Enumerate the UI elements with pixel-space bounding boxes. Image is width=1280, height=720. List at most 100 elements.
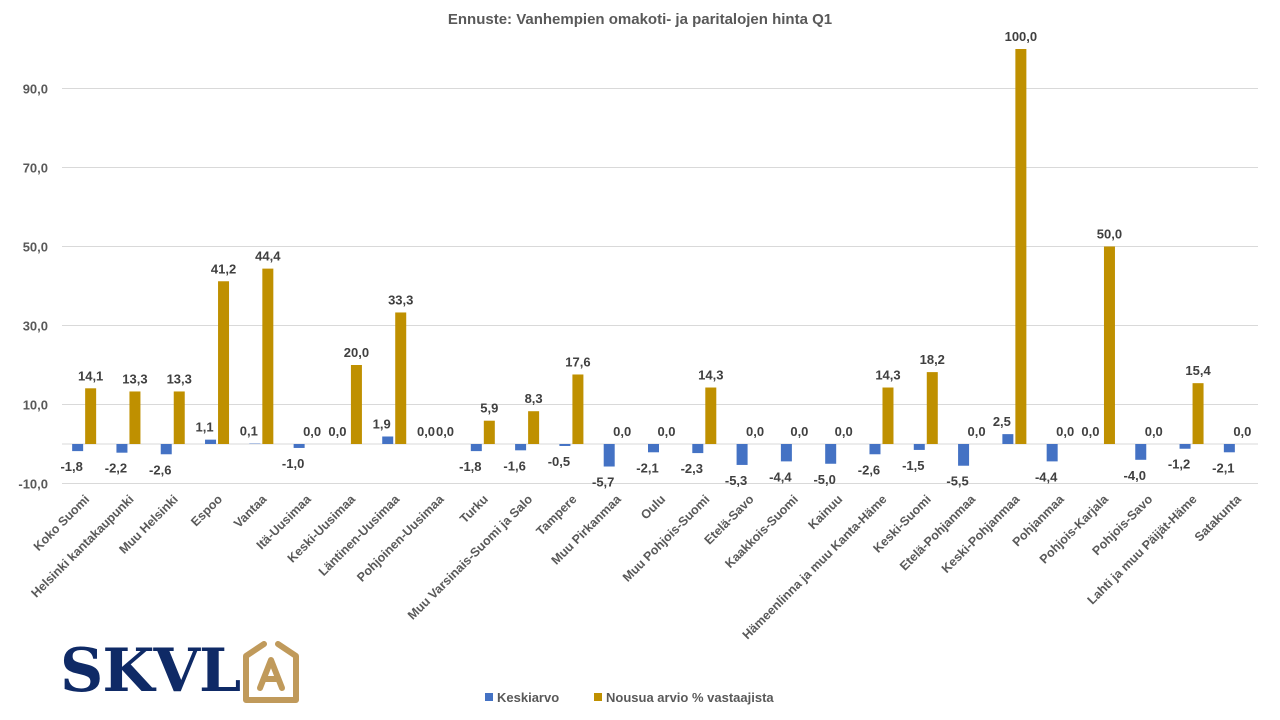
bars (72, 49, 1235, 467)
data-label-nousua: 50,0 (1097, 227, 1122, 242)
bar-keskiarvo (692, 444, 704, 454)
data-label-keskiarvo: -0,5 (548, 454, 570, 469)
data-label-nousua: 0,0 (436, 424, 454, 439)
y-tick-label: 30,0 (23, 319, 48, 334)
legend-swatch-keskiarvo (485, 693, 493, 701)
bar-keskiarvo (116, 444, 128, 453)
bar-keskiarvo (559, 444, 571, 446)
data-label-nousua: 14,1 (78, 368, 103, 383)
data-label-keskiarvo: -4,0 (1124, 468, 1146, 483)
data-label-nousua: 14,3 (875, 368, 900, 383)
data-label-keskiarvo: -1,0 (282, 456, 304, 471)
bar-keskiarvo (1135, 444, 1147, 460)
bar-keskiarvo (1002, 434, 1014, 444)
data-label-nousua: 0,0 (613, 424, 631, 439)
bar-nousua (572, 374, 584, 444)
data-label-nousua: 15,4 (1185, 363, 1211, 378)
x-tick-label: Pohjoinen-Uusimaa (354, 491, 447, 584)
bar-keskiarvo (382, 436, 394, 444)
data-label-keskiarvo: -2,6 (858, 462, 880, 477)
data-label-nousua: 0,0 (303, 424, 321, 439)
data-label-nousua: 0,0 (746, 424, 764, 439)
bar-nousua (926, 372, 938, 444)
data-label-keskiarvo: -1,6 (503, 458, 525, 473)
data-label-nousua: 44,4 (255, 249, 281, 264)
bar-keskiarvo (470, 444, 482, 452)
y-tick-label: 90,0 (23, 82, 48, 97)
bar-keskiarvo (648, 444, 659, 453)
data-label-keskiarvo: -5,3 (725, 473, 747, 488)
chart-title: Ennuste: Vanhempien omakoti- ja paritalo… (448, 11, 832, 28)
bar-keskiarvo (825, 444, 837, 464)
bar-nousua (1015, 49, 1027, 444)
legend-swatch-nousua (594, 693, 602, 701)
bar-nousua (129, 391, 141, 444)
bar-keskiarvo (72, 444, 84, 452)
y-axis: -10,0 10,0 30,0 50,0 70,0 90,0 (18, 82, 48, 492)
data-label-nousua: 0,0 (1233, 424, 1251, 439)
y-tick-label: -10,0 (18, 477, 48, 492)
y-tick-label: 70,0 (23, 161, 48, 176)
bar-keskiarvo (869, 444, 881, 455)
data-label-nousua: 17,6 (565, 354, 590, 369)
legend-item-nousua[interactable]: Nousua arvio % vastaajista (594, 690, 774, 705)
data-label-keskiarvo: 1,9 (373, 416, 391, 431)
legend-label-nousua: Nousua arvio % vastaajista (606, 690, 774, 705)
data-label-nousua: 13,3 (122, 371, 147, 386)
data-label-keskiarvo: 0,0 (328, 424, 346, 439)
gridlines (62, 88, 1258, 484)
y-tick-label: 50,0 (23, 240, 48, 255)
legend: Keskiarvo Nousua arvio % vastaajista (485, 690, 774, 705)
bar-keskiarvo (603, 444, 615, 467)
bar-keskiarvo (1179, 444, 1191, 449)
x-tick-label: Etelä-Pohjanmaa (897, 491, 979, 573)
bar-keskiarvo (515, 444, 527, 451)
bar-nousua (350, 365, 362, 444)
legend-label-keskiarvo: Keskiarvo (497, 690, 559, 705)
bar-keskiarvo (205, 439, 217, 444)
x-tick-label: Oulu (638, 492, 668, 522)
bar-keskiarvo (958, 444, 970, 466)
house-a-logo-icon (243, 641, 300, 703)
bar-keskiarvo (780, 444, 792, 462)
data-label-keskiarvo: -2,1 (1212, 460, 1234, 475)
x-tick-label: Tampere (533, 492, 579, 538)
data-label-keskiarvo: -2,6 (149, 462, 171, 477)
data-label-nousua: 13,3 (167, 371, 192, 386)
bar-nousua (882, 387, 894, 444)
data-label-keskiarvo: -5,5 (946, 474, 968, 489)
logo-text: SKVL (60, 636, 241, 706)
data-label-nousua: 18,2 (920, 352, 945, 367)
data-label-keskiarvo: -5,0 (813, 472, 835, 487)
data-label-keskiarvo: 0,1 (240, 424, 258, 439)
data-label-nousua: 33,3 (388, 292, 413, 307)
bar-keskiarvo (1046, 444, 1058, 462)
skvl-logo: SKVL (60, 636, 302, 706)
bar-keskiarvo (293, 444, 305, 448)
data-label-nousua: 5,9 (480, 401, 498, 416)
data-label-keskiarvo: -1,2 (1168, 457, 1190, 472)
bar-nousua (85, 388, 97, 444)
data-label-keskiarvo: -1,8 (60, 459, 82, 474)
bar-keskiarvo (160, 444, 172, 455)
data-labels: -1,8 14,1 -2,2 13,3 -2,6 13,3 1,1 41,2 0,1 44,4 -1… (60, 29, 1251, 490)
data-label-nousua: 100,0 (1005, 29, 1038, 44)
data-label-nousua: 0,0 (790, 424, 808, 439)
bar-nousua (395, 312, 407, 444)
bar-keskiarvo (736, 444, 748, 465)
x-tick-label: Muu Pohjois-Suomi (620, 492, 712, 584)
data-label-keskiarvo: 1,1 (195, 420, 213, 435)
data-label-keskiarvo: -1,5 (902, 458, 924, 473)
data-label-nousua: 0,0 (835, 424, 853, 439)
data-label-keskiarvo: -2,3 (681, 461, 703, 476)
data-label-keskiarvo: -2,2 (105, 461, 127, 476)
bar-nousua (262, 268, 274, 444)
x-tick-label: Kainuu (805, 492, 845, 532)
bar-keskiarvo (1223, 444, 1235, 453)
data-label-keskiarvo: -1,8 (459, 459, 481, 474)
x-tick-label: Vantaa (231, 491, 270, 530)
data-label-keskiarvo: -4,4 (1035, 469, 1058, 484)
data-label-keskiarvo: -5,7 (592, 475, 614, 490)
legend-item-keskiarvo[interactable]: Keskiarvo (485, 690, 559, 705)
data-label-nousua: 8,3 (525, 391, 543, 406)
